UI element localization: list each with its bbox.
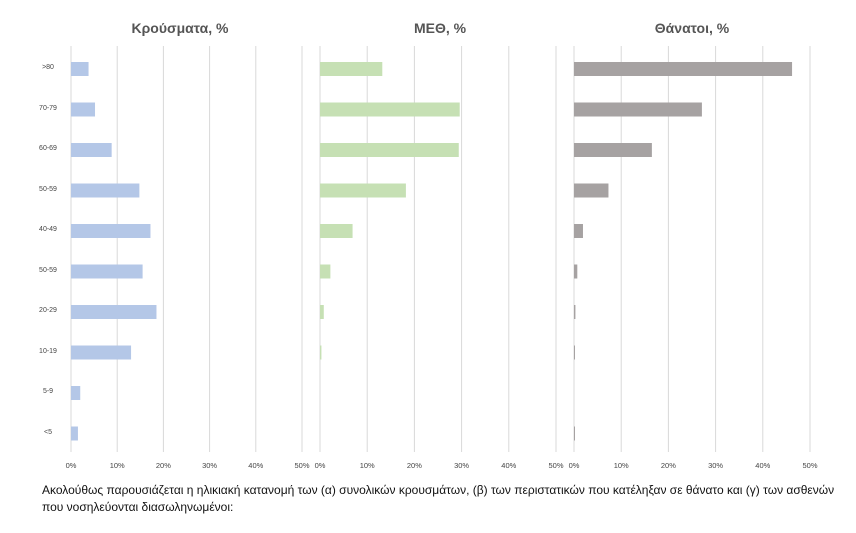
x-tick-label: 10% bbox=[110, 461, 125, 470]
bar bbox=[574, 62, 793, 76]
x-tick-label: 30% bbox=[708, 461, 723, 470]
category-label: 70-79 bbox=[39, 104, 57, 112]
category-label: 60-69 bbox=[39, 145, 57, 152]
category-label: <5 bbox=[44, 428, 52, 436]
x-tick-label: 40% bbox=[501, 461, 516, 470]
x-tick-label: 40% bbox=[755, 461, 770, 470]
x-tick-label: 10% bbox=[614, 461, 629, 470]
x-tick-label: 30% bbox=[202, 461, 217, 470]
x-tick-label: 0% bbox=[315, 461, 326, 470]
panel-title-cases: Κρούσματα, % bbox=[131, 20, 229, 36]
bar bbox=[574, 305, 576, 319]
bar bbox=[320, 62, 383, 76]
x-tick-label: 10% bbox=[360, 461, 375, 470]
bar bbox=[320, 305, 324, 319]
category-label: 5-9 bbox=[42, 388, 54, 395]
bar bbox=[71, 183, 140, 198]
category-label: 20-29 bbox=[39, 307, 57, 314]
bar bbox=[71, 143, 112, 157]
bar bbox=[320, 183, 406, 198]
bar bbox=[71, 426, 78, 441]
category-label: 10-19 bbox=[39, 347, 57, 355]
x-tick-label: 50% bbox=[548, 461, 563, 470]
x-tick-label: 0% bbox=[66, 461, 77, 470]
bar bbox=[574, 143, 652, 157]
bar bbox=[71, 224, 151, 238]
bar bbox=[574, 183, 609, 198]
x-tick-label: 20% bbox=[156, 461, 171, 470]
bar bbox=[574, 102, 702, 117]
bar bbox=[574, 264, 578, 279]
bar bbox=[320, 345, 322, 360]
bar bbox=[71, 264, 143, 279]
category-label: 50-59 bbox=[39, 266, 57, 274]
bar bbox=[71, 102, 96, 117]
x-tick-label: 40% bbox=[248, 461, 263, 470]
bar bbox=[320, 224, 353, 238]
panel-title-icu: ΜΕΘ, % bbox=[413, 20, 467, 36]
bar bbox=[71, 62, 89, 76]
bar bbox=[320, 143, 459, 157]
bar bbox=[574, 224, 583, 238]
x-tick-label: 0% bbox=[569, 461, 580, 470]
chart-figure: Κρούσματα, % ΜΕΘ, % Θάνατοι, % >80 70-79 6… bbox=[39, 20, 818, 470]
bar bbox=[71, 345, 132, 360]
category-label: 40-49 bbox=[39, 226, 57, 233]
panel-title-deaths: Θάνατοι, % bbox=[654, 20, 730, 36]
category-label: >80 bbox=[42, 64, 54, 71]
bar bbox=[574, 426, 575, 441]
bar-chart-svg: 0% 10% 20% 30% 40% 50% 0% 10% 20% 30% 40% 50% 0% 10% 2… bbox=[66, 46, 818, 470]
bar bbox=[320, 264, 331, 279]
x-tick-label: 50% bbox=[294, 461, 309, 470]
category-label: 50-59 bbox=[39, 185, 57, 193]
bar bbox=[320, 102, 460, 117]
x-tick-label: 20% bbox=[407, 461, 422, 470]
bar bbox=[574, 345, 575, 360]
bar bbox=[71, 386, 81, 400]
x-tick-label: 20% bbox=[661, 461, 676, 470]
bar bbox=[71, 305, 157, 319]
x-tick-label: 50% bbox=[802, 461, 817, 470]
figure-caption: Ακολούθως παρουσιάζεται η ηλικιακή καταν… bbox=[42, 483, 835, 514]
x-tick-label: 30% bbox=[454, 461, 469, 470]
